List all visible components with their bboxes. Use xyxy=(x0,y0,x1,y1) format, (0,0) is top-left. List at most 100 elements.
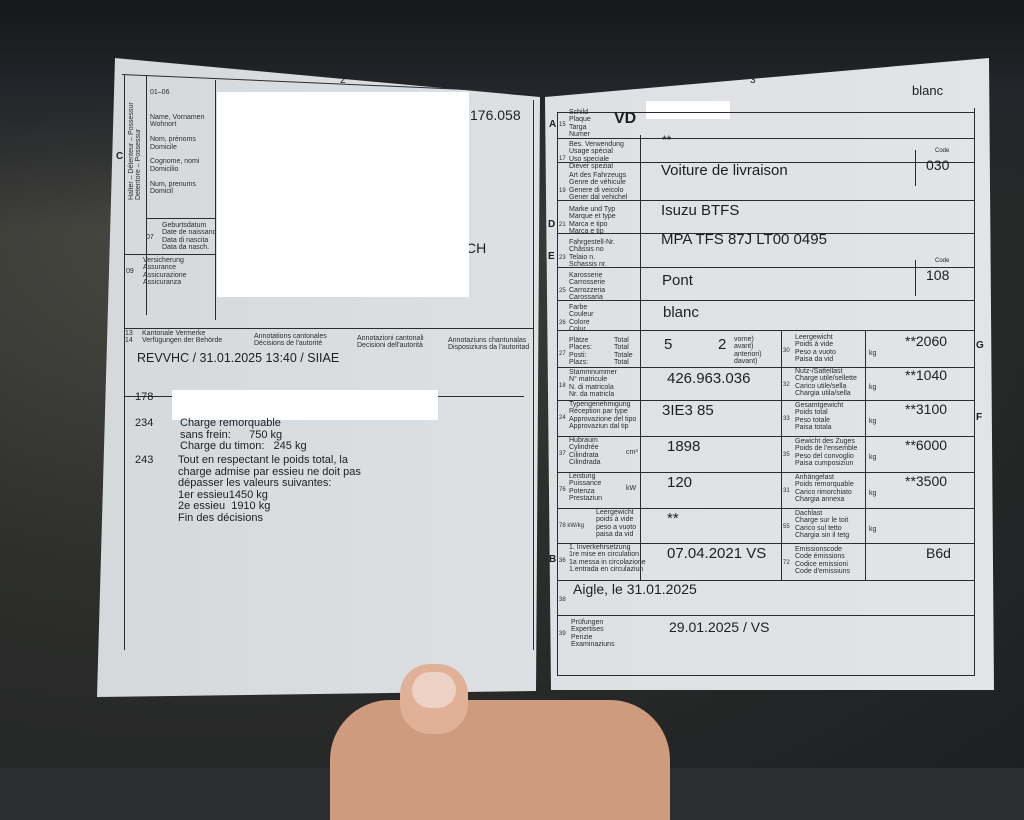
form-row-line xyxy=(557,675,975,676)
field-value: **1040 xyxy=(905,367,948,383)
field-labels: Nutz-/Sattellast Charge utile/sellette C… xyxy=(795,368,857,398)
row-number: 35 xyxy=(783,452,790,458)
unit-label: kg xyxy=(869,490,877,497)
row-number: 24 xyxy=(559,415,566,421)
field-value: B6d xyxy=(926,545,951,561)
side-letter-e: E xyxy=(548,251,555,262)
insurance-labels: Versicherung Assurance Assicurazione Ass… xyxy=(143,257,187,287)
decision-text: Charge remorquable sans frein: 750 kg Ch… xyxy=(180,417,307,452)
row-number: 32 xyxy=(783,382,790,388)
annotations-rm: Annotaziuns chantunalas Disposiziuns da … xyxy=(448,337,530,352)
row-number: 15 xyxy=(559,122,566,128)
thumbnail xyxy=(412,672,456,708)
unit-label: cm³ xyxy=(626,449,638,456)
field-value: **3500 xyxy=(905,473,948,489)
make-labels: Marke und Typ Marque et type Marca e tip… xyxy=(569,206,616,236)
inspection-value: 29.01.2025 / VS xyxy=(669,619,770,635)
seats-labels: Plätze Places: Posti: Plazs: xyxy=(569,337,592,367)
field-value: 07.04.2021 VS xyxy=(667,545,767,562)
field-labels: Leistung Puissance Potenza Prestaziun xyxy=(569,473,603,503)
form-divider xyxy=(146,75,147,315)
row-number: 21 xyxy=(559,222,566,228)
unit-label: kW xyxy=(626,485,637,492)
field-labels: Anhängelast Poids remorquable Carico rim… xyxy=(795,474,854,504)
inspection-labels: Prüfungen Expertises Perizie Examinaziun… xyxy=(571,619,615,649)
form-border-left xyxy=(557,112,558,675)
row-number: 19 xyxy=(559,188,566,194)
side-letter-g: G xyxy=(976,340,984,351)
form-row-line xyxy=(557,300,975,301)
code-label: Code xyxy=(935,258,950,264)
vehicle-type-value: Voiture de livraison xyxy=(661,162,788,179)
row-number: 38 xyxy=(559,597,566,603)
unit-label: kg xyxy=(869,454,877,461)
field-labels: Gesamtgewicht Poids total Peso totale Pa… xyxy=(795,402,844,432)
decision-code: 243 xyxy=(135,454,154,466)
annotations-it: Annotazioni cantonali Decisioni dell'aut… xyxy=(357,335,424,350)
field-value: **2060 xyxy=(905,333,948,349)
birthdate-labels: Geburtsdatum Date de naissanc Data di na… xyxy=(162,222,217,252)
form-divider xyxy=(915,150,916,186)
row-number: 25 xyxy=(559,288,566,294)
row-number: 23 xyxy=(559,255,566,261)
decision-code: 234 xyxy=(135,417,154,429)
form-row-line xyxy=(557,543,975,544)
seats-total-labels: Total Total Totale Total xyxy=(614,337,633,367)
redaction-box xyxy=(646,101,730,119)
field-labels: Hubraum Cylindrée Cilindrata Cilindrada xyxy=(569,437,601,467)
body-value: Pont xyxy=(662,272,693,289)
row-number: 78 kW/kg xyxy=(559,523,585,529)
right-page xyxy=(545,58,994,690)
form-divider xyxy=(640,135,641,580)
field-labels: Dachlast Charge sur le toit Carico sul t… xyxy=(795,510,850,540)
field-labels: Leergewicht Poids à vide Peso a vuoto Pa… xyxy=(795,334,836,364)
field-number: 13 14 xyxy=(125,330,133,345)
row-number: 76 xyxy=(559,487,566,493)
chassis-number-value: MPA TFS 87J LT00 0495 xyxy=(661,231,827,248)
field-labels: Leergewicht poids à vide peso a vuoto pa… xyxy=(596,509,637,539)
unit-label: kg xyxy=(869,350,877,357)
row-number: 33 xyxy=(783,416,790,422)
side-letter-d: D xyxy=(548,219,556,230)
page-number: 2 xyxy=(340,75,346,86)
vehicle-type-code: 030 xyxy=(926,157,950,173)
form-border-right xyxy=(974,108,975,675)
code-label: Code xyxy=(935,148,950,154)
field-value: 1898 xyxy=(667,438,701,455)
unit-label: kg xyxy=(869,384,877,391)
row-number: 72 xyxy=(783,560,790,566)
field-value: 426.963.036 xyxy=(667,370,751,387)
field-value: ** xyxy=(667,510,679,527)
top-color: blanc xyxy=(912,83,944,98)
form-border-right xyxy=(533,100,534,650)
row-number: 17 xyxy=(559,156,566,162)
vehicle-type-labels: Art des Fahrzeugs Genre de véhicule Gene… xyxy=(569,172,628,202)
color-labels: Farbe Couleur Colore Colur xyxy=(569,304,594,334)
side-letter-a: A xyxy=(549,119,557,130)
field-value: 3IE3 85 xyxy=(662,402,714,419)
form-divider xyxy=(781,330,782,580)
unit-label: kg xyxy=(869,418,877,425)
form-row-line xyxy=(557,472,975,473)
annotations-fr: Annotations cantonales Décisions de l'au… xyxy=(254,333,327,348)
issue-place-date: Aigle, le 31.01.2025 xyxy=(573,581,697,597)
form-row-line xyxy=(557,615,975,616)
row-number: 27 xyxy=(559,351,566,357)
form-row-line xyxy=(557,400,975,401)
form-row-line xyxy=(557,436,975,437)
form-divider xyxy=(915,260,916,296)
row-number: 39 xyxy=(559,631,566,637)
form-row-line xyxy=(557,367,975,368)
form-divider xyxy=(146,218,216,219)
special-use-labels: Bes. Verwendung Usage spécial Uso specia… xyxy=(569,141,624,171)
row-number: 55 xyxy=(783,524,790,530)
field-labels: Gewicht des Zuges Poids de l'ensemble Pe… xyxy=(795,438,858,468)
form-row-line xyxy=(557,267,975,268)
side-letter-f: F xyxy=(976,412,983,423)
field-number: 01–06 xyxy=(150,89,170,96)
row-number: 37 xyxy=(559,451,566,457)
special-use-value: ** xyxy=(662,133,672,147)
field-labels: Emissionscode Code émissions Codice emis… xyxy=(795,546,851,576)
seats-front-labels: vorne) avant) anteriori) davant) xyxy=(734,336,762,366)
row-number: 31 xyxy=(783,488,790,494)
